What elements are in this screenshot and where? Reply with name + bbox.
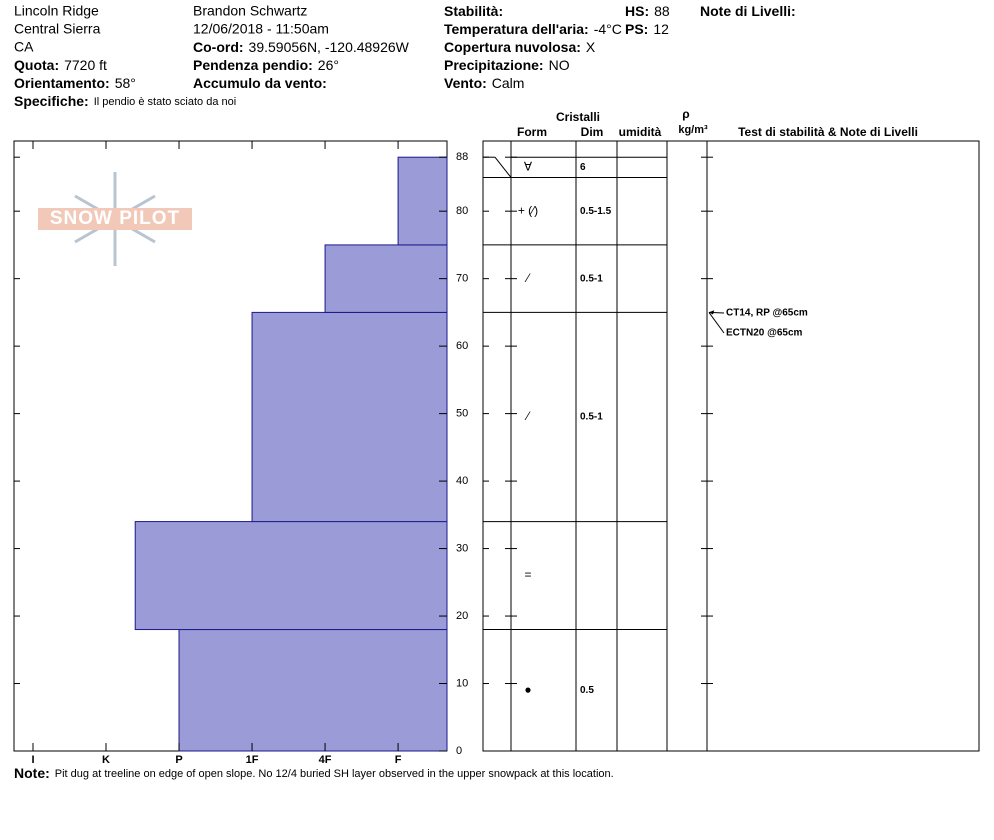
field-value: NO (549, 57, 570, 73)
grain-form: = (524, 568, 531, 582)
col-header: ρ (682, 107, 689, 121)
field-label: Stabilità: (444, 3, 503, 19)
x-tick-label: 1F (246, 754, 259, 766)
x-tick-label: K (102, 754, 110, 766)
field-value: 39.59056N, -120.48926W (249, 39, 410, 55)
field-value: X (586, 39, 596, 55)
field-value: Pit dug at treeline on edge of open slop… (55, 768, 614, 780)
y-tick-label: 60 (456, 340, 468, 352)
field-label: HS: (625, 3, 649, 19)
grain-size: 6 (580, 162, 586, 173)
x-tick-label: F (395, 754, 402, 766)
grain-form: ∀ (524, 159, 533, 173)
y-tick-label: 30 (456, 542, 468, 554)
hardness-bar (324, 244, 448, 313)
field-label: Copertura nuvolosa: (444, 39, 581, 55)
y-tick-label: 80 (456, 205, 468, 217)
logo-text: SNOW PILOT (50, 208, 180, 229)
col-header: Dim (581, 125, 604, 139)
field: Temperatura dell'aria: -4°C (444, 21, 622, 37)
test-label: ECTN20 @65cm (726, 328, 803, 339)
field: Pendenza pendio: 26° (193, 57, 339, 73)
field-value: 26° (318, 57, 339, 73)
group-header: Cristalli (556, 110, 600, 124)
y-tick-label: 10 (456, 677, 468, 689)
x-tick-label: P (175, 754, 182, 766)
grain-form: ⁄ (524, 271, 531, 285)
field: Central Sierra (14, 21, 101, 37)
arrow-head (709, 310, 714, 315)
grain-form: ⁄ (524, 409, 531, 423)
field: Specifiche: Il pendio è stato sciato da n… (14, 93, 236, 109)
y-tick-label: 50 (456, 408, 468, 420)
field-value: Calm (492, 75, 525, 91)
grain-form: ● (524, 682, 531, 696)
field: Quota: 7720 ft (14, 57, 107, 73)
field-value: Il pendio è stato sciato da noi (94, 96, 236, 108)
hardness-bar (178, 629, 448, 752)
hardness-bar (397, 156, 448, 246)
col-header: umidità (619, 125, 662, 139)
grain-size: 0.5-1 (580, 273, 603, 284)
field-label: Vento: (444, 75, 487, 91)
grain-size: 0.5-1.5 (580, 206, 612, 217)
field-label: Pendenza pendio: (193, 57, 313, 73)
field: Vento: Calm (444, 75, 524, 91)
field-label: Temperatura dell'aria: (444, 21, 589, 37)
hardness-bar (134, 521, 448, 631)
field: Note: Pit dug at treeline on edge of open… (14, 765, 614, 781)
test-label: CT14, RP @65cm (726, 308, 808, 319)
field-value: 7720 ft (64, 57, 107, 73)
field: Brandon Schwartz (193, 3, 307, 19)
field-label: Specifiche: (14, 93, 89, 109)
test-arrow (708, 312, 725, 334)
y-tick-label: 70 (456, 273, 468, 285)
field: 12/06/2018 - 11:50am (193, 21, 329, 37)
table-frame (482, 140, 980, 752)
field: Note di Livelli: (700, 3, 796, 19)
y-tick-label: 88 (456, 151, 468, 163)
x-tick-label: I (31, 754, 34, 766)
field-value: -4°C (594, 21, 622, 37)
field: Orientamento: 58° (14, 75, 136, 91)
y-tick-label: 0 (456, 745, 462, 757)
field: Precipitazione: NO (444, 57, 570, 73)
field-value: 88 (654, 3, 670, 19)
field: CA (14, 39, 34, 55)
logo (38, 172, 192, 266)
field-label: PS: (625, 21, 648, 37)
field: PS: 12 (625, 21, 669, 37)
field: HS: 88 (625, 3, 670, 19)
col-header: kg/m³ (678, 124, 708, 136)
grain-size: 0.5 (580, 685, 594, 696)
field: Copertura nuvolosa: X (444, 39, 596, 55)
y-tick-label: 40 (456, 475, 468, 487)
grain-form: + (⁄) (518, 203, 538, 217)
col-header: Form (517, 125, 547, 139)
row-link (494, 156, 512, 178)
field-label: Accumulo da vento: (193, 75, 327, 91)
x-tick-label: 4F (319, 754, 332, 766)
field-value: 12 (653, 21, 669, 37)
field: Stabilità: (444, 3, 503, 19)
field-value: 58° (115, 75, 136, 91)
hardness-bar (251, 311, 448, 523)
col-header: Test di stabilità & Note di Livelli (738, 125, 918, 139)
field: Accumulo da vento: (193, 75, 327, 91)
field-label: Orientamento: (14, 75, 110, 91)
field-label: Precipitazione: (444, 57, 544, 73)
field: Lincoln Ridge (14, 3, 99, 19)
grain-size: 0.5-1 (580, 412, 603, 423)
field-label: Quota: (14, 57, 59, 73)
y-tick-label: 20 (456, 610, 468, 622)
field-label: Note: (14, 765, 50, 781)
field: Co-ord: 39.59056N, -120.48926W (193, 39, 410, 55)
field-label: Co-ord: (193, 39, 244, 55)
field-label: Note di Livelli: (700, 3, 796, 19)
